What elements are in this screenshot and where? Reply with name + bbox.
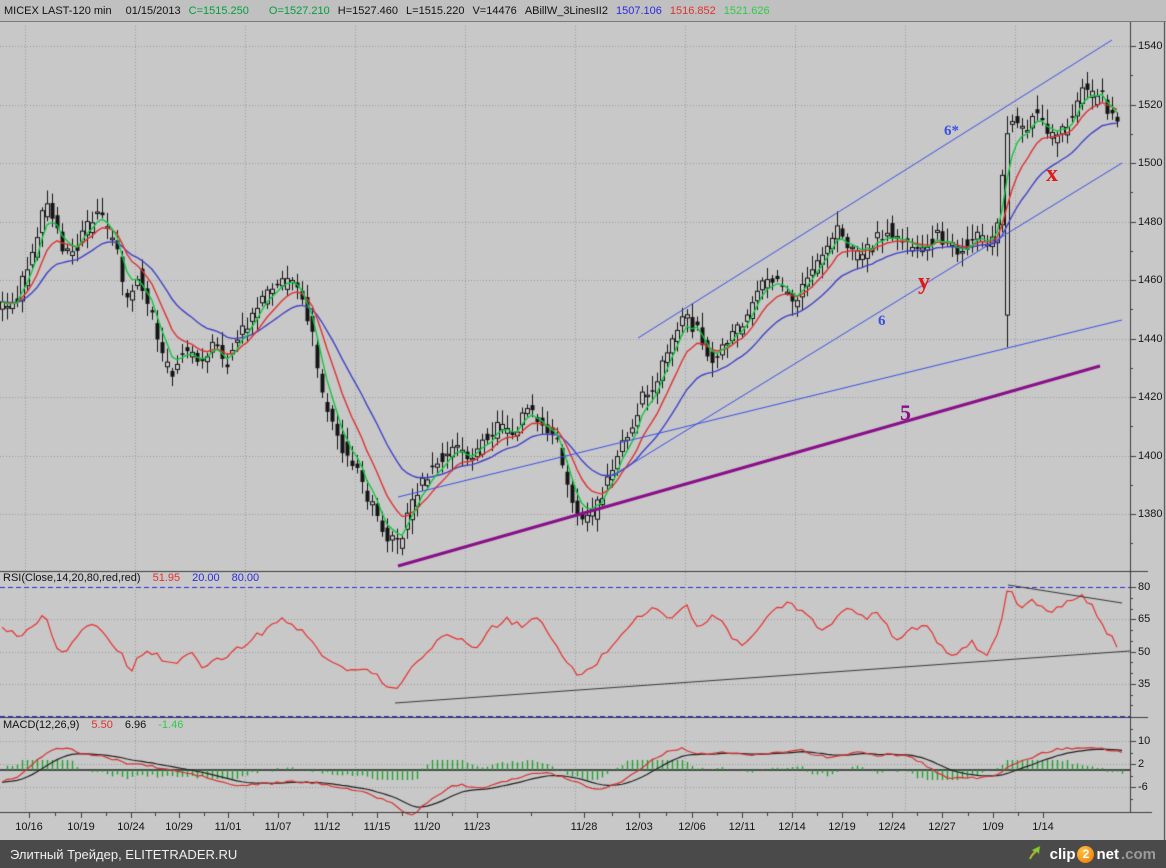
clip2net-arrow-icon [1027, 844, 1045, 864]
logo-text-clip: clip [1049, 845, 1076, 863]
quote-close: C=1515.250 [188, 4, 249, 17]
chart-region: RSI(Close,14,20,80,red,red) 51.95 20.00 … [0, 22, 1166, 840]
macd-title: MACD(12,26,9) [3, 719, 80, 731]
quote-header: MICEX LAST-120 min 01/15/2013 C=1515.250… [0, 0, 1166, 22]
macd-signal-value: 6.96 [124, 719, 147, 731]
rsi-title: RSI(Close,14,20,80,red,red) [3, 572, 141, 584]
rsi-low-level: 20.00 [192, 572, 220, 584]
status-bar: Элитный Трейдер, ELITETRADER.RU clip 2 n… [0, 840, 1166, 868]
quote-low: L=1515.220 [406, 4, 465, 17]
rsi-label-row: RSI(Close,14,20,80,red,red) 51.95 20.00 … [3, 572, 259, 584]
symbol-timeframe: MICEX LAST-120 min [4, 4, 112, 17]
quote-high: H=1527.460 [337, 4, 399, 17]
study-name: ABillW_3LinesII2 [524, 4, 608, 17]
logo-badge-2: 2 [1077, 845, 1095, 863]
study-value-fast: 1521.626 [723, 4, 770, 17]
quote-open: O=1527.210 [268, 4, 330, 17]
study-value-slow: 1507.106 [615, 4, 662, 17]
quote-volume: V=14476 [472, 4, 517, 17]
macd-value: 5.50 [91, 719, 113, 731]
quote-date: 01/15/2013 [125, 4, 181, 17]
rsi-high-level: 80.00 [231, 572, 260, 584]
rsi-value: 51.95 [152, 572, 181, 584]
chart-canvas[interactable] [0, 22, 1166, 840]
clip2net-logo: clip 2 net .com [1027, 844, 1156, 864]
macd-hist-value: -1.46 [158, 719, 184, 731]
study-value-mid: 1516.852 [669, 4, 716, 17]
logo-text-net: net [1096, 845, 1119, 863]
logo-text-com: .com [1120, 845, 1156, 863]
watermark-text: Элитный Трейдер, ELITETRADER.RU [10, 846, 238, 862]
macd-label-row: MACD(12,26,9) 5.50 6.96 -1.46 [3, 719, 183, 731]
